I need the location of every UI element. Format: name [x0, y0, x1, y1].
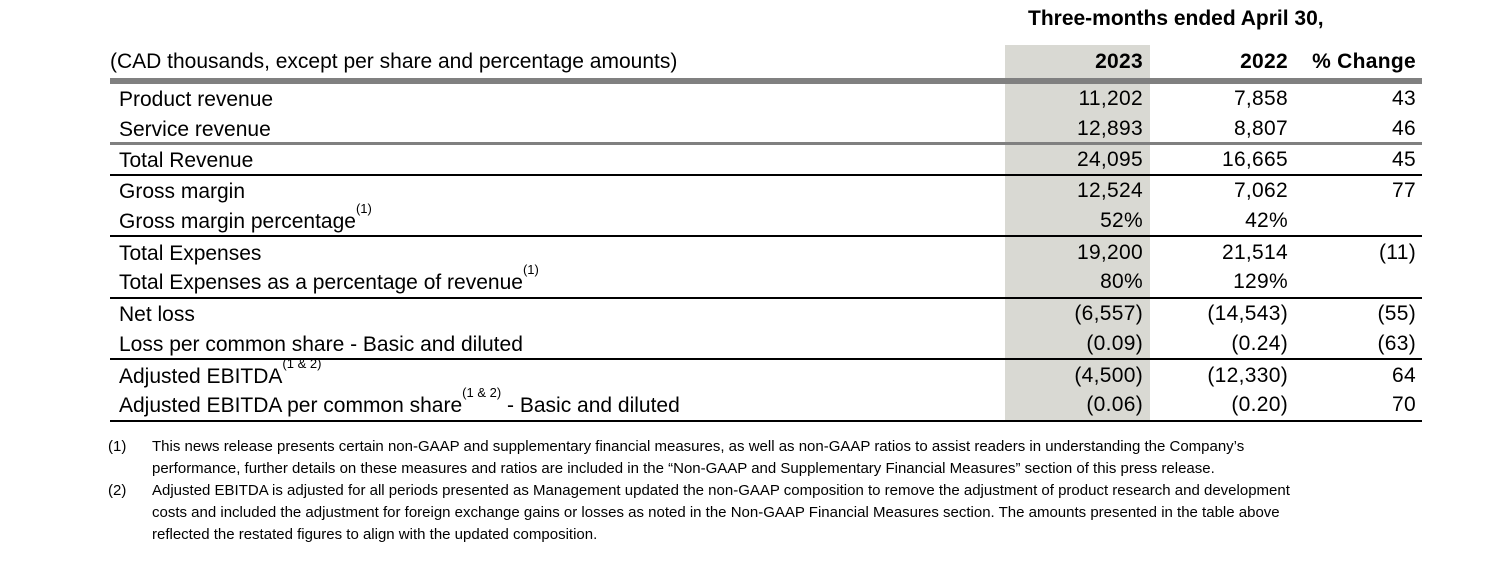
financial-highlights-table: Three-months ended April 30, (CAD thousa…: [110, 0, 1422, 422]
row-label: Service revenue: [110, 116, 1005, 142]
table-row: Product revenue 11,202 7,858 43: [110, 84, 1422, 115]
footnote-ref: (1): [355, 201, 372, 217]
footnote-2: (2) Adjusted EBITDA is adjusted for all …: [108, 480, 1290, 546]
row-label-text: Loss per common share - Basic and dilute…: [119, 332, 523, 356]
footnote-line: reflected the restated figures to align …: [152, 526, 598, 543]
value-2022: (12,330): [1207, 363, 1288, 387]
footnote-ref: (1 & 2): [282, 355, 322, 371]
value-2022: 7,858: [1233, 87, 1288, 111]
column-header-pct-change: % Change: [1312, 50, 1416, 73]
footnote-line: Adjusted EBITDA is adjusted for all peri…: [152, 482, 1290, 499]
value-2023: 12,893: [1005, 114, 1150, 143]
table-row: Loss per common share - Basic and dilute…: [110, 329, 1422, 361]
table-row: Total Expenses as a percentage of revenu…: [110, 262, 1422, 299]
value-2022: 7,062: [1233, 179, 1288, 203]
value-pct-change: 70: [1392, 393, 1416, 417]
value-2023: 19,200: [1005, 237, 1150, 269]
value-pct-change: 64: [1392, 363, 1416, 387]
row-label-text: Net loss: [119, 303, 195, 327]
value-2023: 52%: [1005, 206, 1150, 236]
value-2022: 16,665: [1221, 147, 1288, 171]
value-2023: 80%: [1005, 268, 1150, 297]
row-label-text: Gross margin percentage: [119, 210, 356, 234]
row-label-text: Service revenue: [119, 117, 271, 141]
value-pct-change: (11): [1379, 240, 1416, 264]
value-2022: 42%: [1245, 209, 1288, 233]
footnotes: (1) This news release presents certain n…: [108, 436, 1290, 546]
value-2022: 8,807: [1233, 116, 1288, 140]
row-label-text: Total Expenses: [119, 241, 262, 265]
table-row: Adjusted EBITDA per common share(1 & 2) …: [110, 385, 1422, 422]
value-2023: (4,500): [1005, 360, 1150, 391]
footnote-ref: (1 & 2): [462, 385, 502, 401]
value-2022: (0.20): [1231, 393, 1288, 417]
value-pct-change: 46: [1392, 116, 1416, 140]
column-header-2022: 2022: [1240, 50, 1288, 73]
value-pct-change: 43: [1392, 87, 1416, 111]
footnote-line: costs and included the adjustment for fo…: [152, 504, 1280, 521]
column-header-2023: 2023: [1005, 45, 1150, 78]
row-label: Total Revenue: [110, 147, 1005, 173]
row-label: Product revenue: [110, 86, 1005, 112]
footnote-ref: (1): [522, 262, 539, 278]
row-label-text: Gross margin: [119, 180, 246, 204]
table-row: Gross margin percentage(1) 52% 42%: [110, 201, 1422, 238]
footnote-line: performance, further details on these me…: [152, 460, 1215, 477]
footnote-1-text: This news release presents certain non-G…: [152, 436, 1290, 480]
row-label: Total Expenses as a percentage of revenu…: [110, 262, 1005, 295]
row-label: Gross margin: [110, 178, 1005, 204]
row-label: Adjusted EBITDA(1 & 2): [110, 356, 1005, 389]
table-row: Total Revenue 24,095 16,665 45: [110, 145, 1422, 177]
value-2022: (0.24): [1231, 331, 1288, 355]
table-row: Adjusted EBITDA(1 & 2) (4,500) (12,330) …: [110, 356, 1422, 391]
table-row: Gross margin 12,524 7,062 77: [110, 176, 1422, 207]
row-label-suffix: - Basic and diluted: [501, 394, 680, 418]
value-2022: 129%: [1233, 270, 1288, 294]
footnote-line: This news release presents certain non-G…: [152, 438, 1245, 455]
table-header-row: (CAD thousands, except per share and per…: [110, 45, 1422, 84]
row-label-text: Adjusted EBITDA per common share: [119, 394, 463, 418]
value-2023: (0.06): [1005, 390, 1150, 420]
table-caption: (CAD thousands, except per share and per…: [110, 50, 678, 73]
row-label-text: Total Revenue: [119, 148, 254, 172]
value-2023: 12,524: [1005, 176, 1150, 207]
value-pct-change: (55): [1377, 302, 1416, 326]
row-label: Total Expenses: [110, 240, 1005, 266]
footnote-1: (1) This news release presents certain n…: [108, 436, 1290, 480]
row-label: Loss per common share - Basic and dilute…: [110, 331, 1005, 357]
table-row: Total Expenses 19,200 21,514 (11): [110, 237, 1422, 269]
row-label: Gross margin percentage(1): [110, 201, 1005, 234]
value-pct-change: (63): [1377, 331, 1416, 355]
row-label: Net loss: [110, 301, 1005, 327]
value-2023: (6,557): [1005, 298, 1150, 330]
period-header: Three-months ended April 30,: [1028, 7, 1324, 30]
value-pct-change: 77: [1392, 179, 1416, 203]
row-label-text: Adjusted EBITDA: [119, 364, 283, 388]
value-2023: (0.09): [1005, 329, 1150, 359]
row-label-text: Total Expenses as a percentage of revenu…: [119, 271, 523, 295]
row-label: Adjusted EBITDA per common share(1 & 2) …: [110, 385, 1005, 418]
value-2023: 24,095: [1005, 145, 1150, 175]
value-2022: 21,514: [1221, 240, 1288, 264]
row-label-text: Product revenue: [119, 88, 274, 112]
value-2022: (14,543): [1207, 302, 1288, 326]
table-row: Net loss (6,557) (14,543) (55): [110, 298, 1422, 330]
table-row: Service revenue 12,893 8,807 46: [110, 114, 1422, 146]
footnote-2-text: Adjusted EBITDA is adjusted for all peri…: [152, 480, 1290, 546]
value-pct-change: 45: [1392, 147, 1416, 171]
value-2023: 11,202: [1005, 84, 1150, 115]
footnote-2-marker: (2): [108, 482, 127, 499]
footnote-1-marker: (1): [108, 438, 127, 455]
